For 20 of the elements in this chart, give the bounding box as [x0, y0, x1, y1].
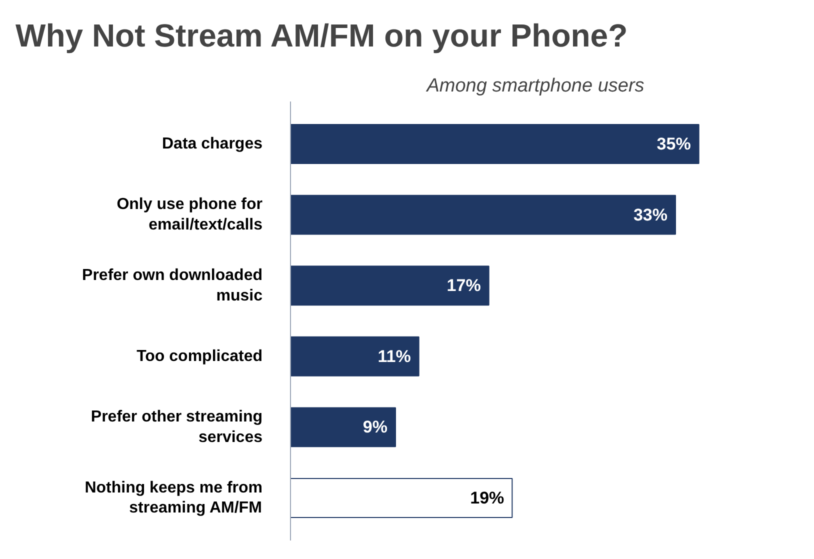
y-tick-label: Only use phone for email/text/calls	[116, 196, 263, 234]
data-label: 9%	[362, 418, 388, 437]
y-tick-label: Prefer other streaming services	[90, 408, 263, 446]
data-label: 33%	[633, 205, 668, 224]
y-tick-label: Data charges	[162, 135, 263, 152]
data-label: 35%	[656, 134, 691, 154]
bar	[290, 336, 420, 376]
bar	[290, 194, 676, 235]
y-tick-label: Too complicated	[136, 348, 262, 365]
bar	[290, 407, 396, 448]
bar	[290, 266, 490, 306]
data-label: 19%	[470, 488, 504, 508]
y-tick-label: Nothing keeps me from streaming AM/FM	[84, 479, 263, 517]
chart-title: Why Not Stream AM/FM on your Phone?	[16, 18, 628, 54]
chart-subtitle: Among smartphone users	[426, 76, 645, 96]
data-label: 11%	[378, 346, 411, 366]
bar	[290, 478, 513, 518]
bar	[290, 124, 700, 164]
y-tick-label: Prefer own downloaded music	[82, 266, 263, 304]
data-label: 17%	[446, 276, 481, 296]
